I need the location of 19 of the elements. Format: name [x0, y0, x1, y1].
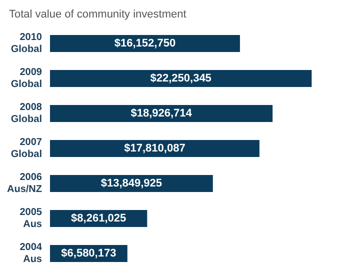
- y-tick-label: 2007 Global: [10, 137, 42, 160]
- y-tick-label: 2010 Global: [10, 32, 42, 55]
- data-label: $22,250,345: [150, 72, 212, 84]
- y-tick-label: 2009 Global: [10, 67, 42, 90]
- bar: [50, 35, 240, 52]
- y-tick-label: 2004 Aus: [20, 242, 42, 265]
- y-tick-label: 2006 Aus/NZ: [7, 172, 42, 195]
- chart-title: Total value of community investment: [9, 8, 186, 20]
- bar: [50, 105, 273, 122]
- data-label: $8,261,025: [71, 212, 126, 224]
- bar: [50, 70, 312, 87]
- bar: [50, 140, 260, 157]
- data-label: $18,926,714: [130, 108, 193, 120]
- y-tick-label: 2005 Aus: [20, 207, 42, 230]
- y-tick-label: 2008 Global: [10, 102, 42, 125]
- data-label: $13,849,925: [100, 178, 162, 190]
- data-label: $6,580,173: [61, 248, 116, 260]
- data-label: $16,152,750: [114, 38, 176, 50]
- data-label: $17,810,087: [124, 142, 186, 154]
